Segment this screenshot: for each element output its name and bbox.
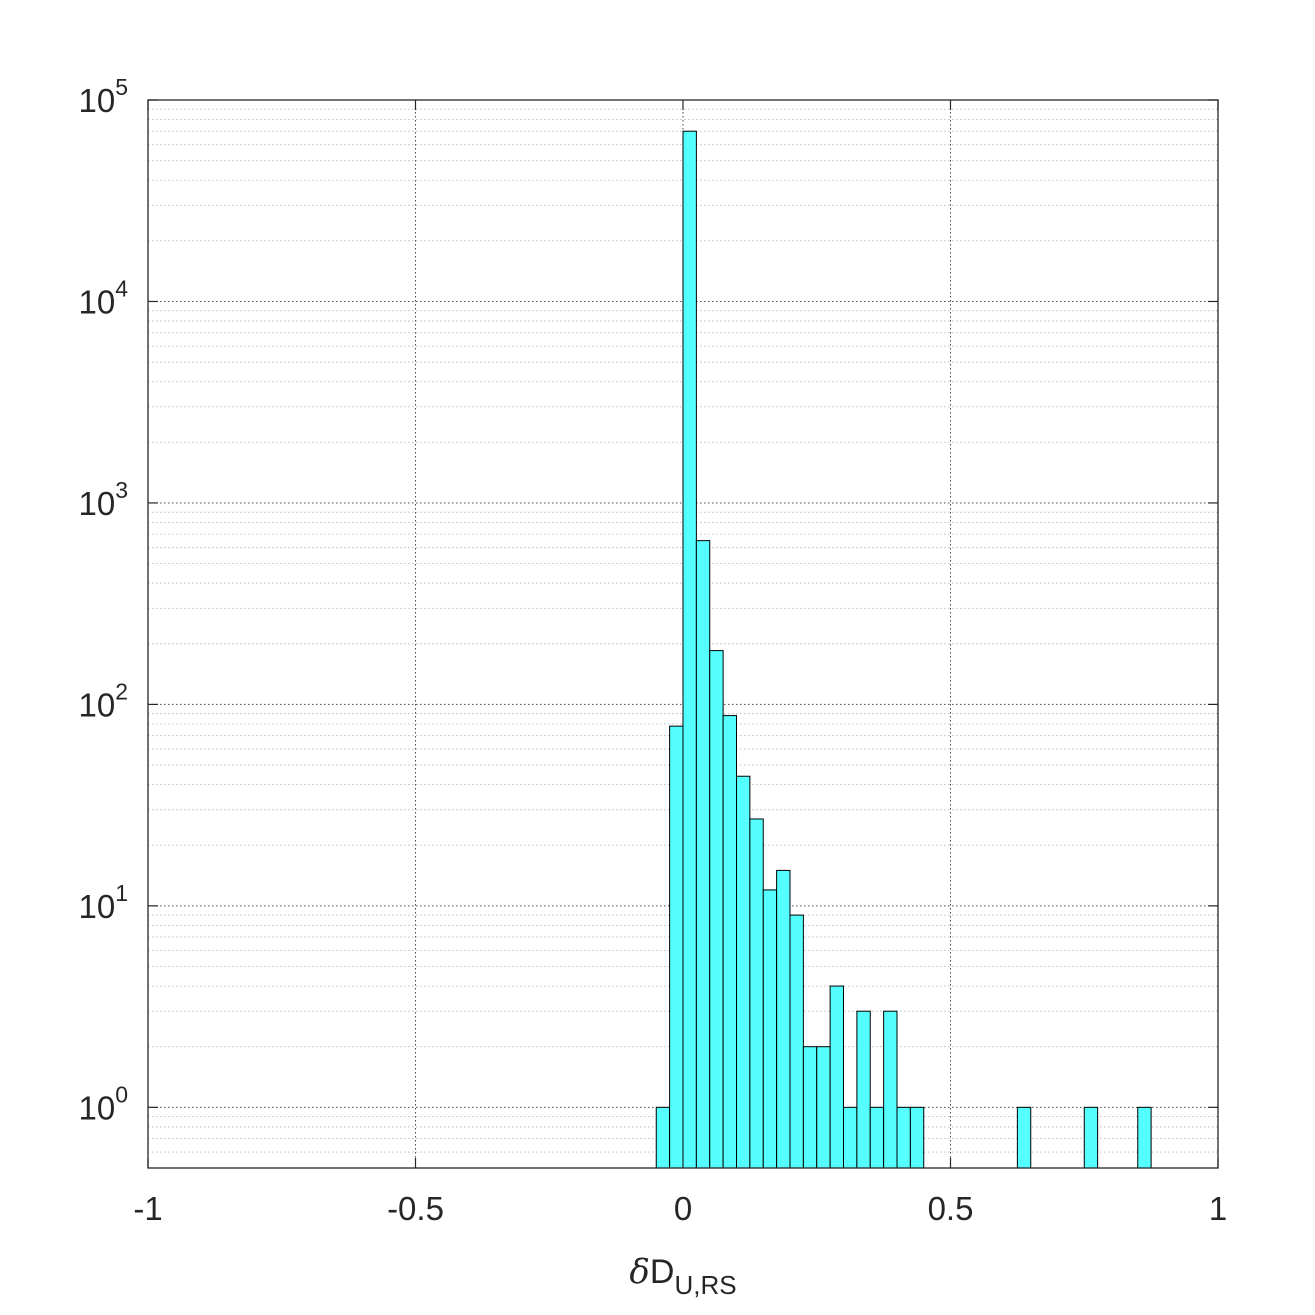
x-axis-label-subscript: U,RS	[674, 1270, 736, 1300]
y-tick-label: 105	[78, 74, 128, 119]
y-tick-label: 100	[78, 1081, 128, 1126]
y-tick-label: 104	[78, 275, 128, 320]
histogram-bar	[869, 1106, 885, 1169]
histogram-bar	[749, 818, 764, 1169]
x-axis-label-symbol: δ	[629, 1252, 649, 1292]
histogram-bar	[762, 889, 778, 1169]
histogram-bar	[669, 725, 684, 1169]
x-tick-labels: -1 -0.5 0 0.5 1	[133, 1190, 1227, 1227]
histogram-bar	[709, 650, 724, 1169]
histogram-bar	[829, 985, 844, 1169]
y-tick-label: 102	[78, 678, 128, 723]
histogram-bar	[802, 1046, 818, 1169]
histogram-bar	[909, 1106, 925, 1169]
axis-ticks	[147, 99, 1219, 1168]
histogram-bar	[776, 869, 791, 1169]
histogram-bar	[843, 1106, 858, 1169]
x-tick-label: 0.5	[928, 1190, 974, 1227]
histogram-bar	[655, 1106, 671, 1169]
x-tick-label: -0.5	[387, 1190, 444, 1227]
y-tick-label: 101	[78, 880, 128, 925]
x-tick-label: 0	[674, 1190, 692, 1227]
y-tick-labels: 100 101 102 103 104 105	[78, 74, 128, 1126]
histogram-bar	[816, 1046, 831, 1169]
histogram-bar	[883, 1010, 898, 1169]
histogram-bar	[1137, 1106, 1152, 1169]
histogram-bars	[655, 130, 1152, 1169]
histogram-bar	[1016, 1106, 1032, 1169]
histogram-bar	[896, 1106, 911, 1169]
histogram-bar	[1083, 1106, 1099, 1169]
x-tick-label: 1	[1209, 1190, 1227, 1227]
x-tick-label: -1	[133, 1190, 162, 1227]
histogram-bar	[856, 1010, 871, 1169]
histogram-bar	[682, 130, 697, 1169]
y-tick-label: 103	[78, 477, 128, 522]
histogram-bar	[695, 540, 711, 1169]
histogram-bar	[789, 914, 804, 1169]
x-axis-label-main: D	[650, 1253, 675, 1291]
histogram-bar	[722, 715, 737, 1169]
x-axis-label: δDU,RS	[629, 1252, 736, 1300]
histogram-bar	[736, 775, 751, 1169]
